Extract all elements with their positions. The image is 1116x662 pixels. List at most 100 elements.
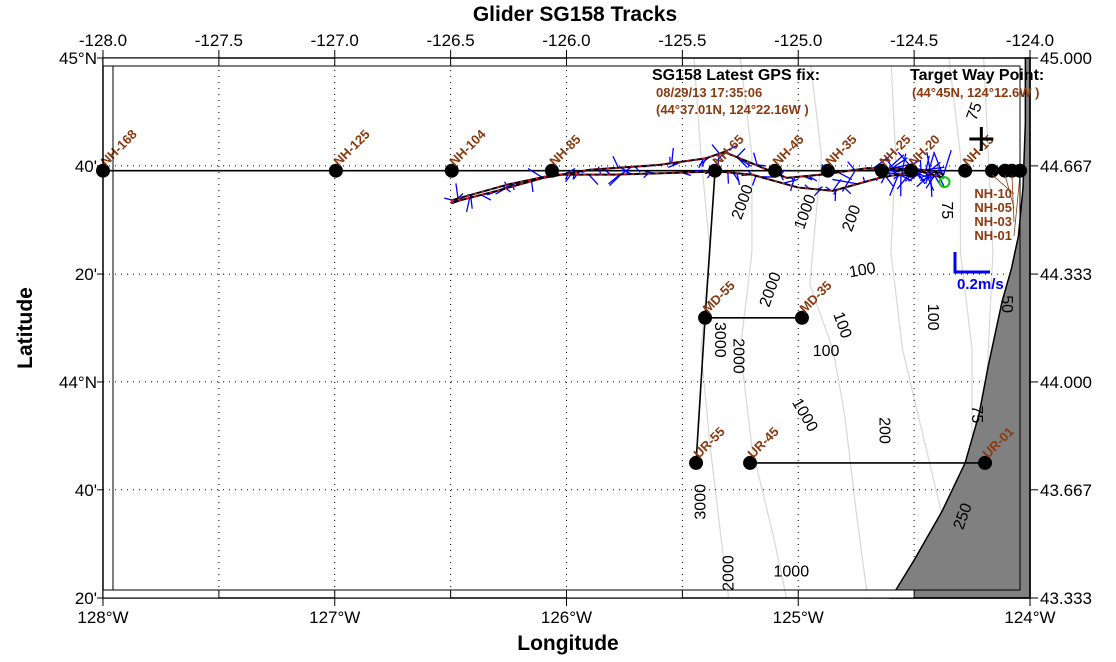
contour-label: 100 bbox=[924, 304, 941, 331]
gps-fix-title: SG158 Latest GPS fix: bbox=[652, 67, 820, 84]
contour-label: 75 bbox=[964, 100, 986, 123]
station-marker bbox=[743, 455, 758, 470]
current-vector bbox=[943, 149, 952, 175]
current-vector bbox=[608, 173, 621, 185]
current-vector bbox=[565, 174, 572, 183]
current-vector bbox=[789, 176, 796, 192]
frame-segment bbox=[334, 589, 452, 599]
current-vector bbox=[711, 144, 720, 154]
current-vector bbox=[887, 154, 905, 170]
station-marker bbox=[978, 455, 993, 470]
station-leader-line bbox=[1011, 174, 1015, 223]
station-marker bbox=[904, 163, 919, 178]
frame-segment bbox=[566, 57, 683, 67]
current-vector bbox=[609, 173, 622, 187]
current-vector bbox=[634, 166, 641, 173]
grid bbox=[103, 58, 1030, 598]
current-vector bbox=[671, 147, 674, 164]
current-vector bbox=[843, 187, 852, 195]
contour-label: 100 bbox=[848, 260, 877, 281]
current-vector bbox=[929, 170, 933, 197]
top-tick-label: -126.0 bbox=[542, 31, 590, 50]
right-tick-label: 43.667 bbox=[1040, 481, 1092, 500]
left-tick-label: 45°N bbox=[59, 49, 97, 68]
current-vector bbox=[753, 152, 758, 166]
current-vector bbox=[782, 178, 799, 184]
contour-label: 200 bbox=[875, 417, 892, 444]
station-marker bbox=[698, 310, 713, 325]
top-tick-label: -125.5 bbox=[658, 31, 706, 50]
station-marker bbox=[874, 163, 889, 178]
current-vector bbox=[885, 157, 895, 170]
current-vector bbox=[926, 152, 931, 172]
contour-label: 75 bbox=[938, 201, 955, 219]
target-waypoint-title: Target Way Point: bbox=[910, 67, 1044, 84]
top-tick-label: -125.0 bbox=[774, 31, 822, 50]
current-vector bbox=[889, 174, 900, 197]
current-vector bbox=[612, 155, 619, 169]
current-vector bbox=[736, 147, 746, 158]
station-marker bbox=[820, 163, 835, 178]
current-vector bbox=[925, 166, 945, 171]
gps-fix-position: (44°37.01N, 124°22.16W ) bbox=[656, 102, 809, 117]
current-vector bbox=[465, 197, 471, 213]
frame-segment bbox=[102, 589, 220, 599]
contour-label: 2000 bbox=[729, 338, 746, 374]
target-waypoint-position: (44°45N, 124°12.6W ) bbox=[912, 85, 1039, 100]
glider-track-return bbox=[450, 168, 945, 202]
station-marker bbox=[958, 163, 973, 178]
current-vector bbox=[727, 172, 730, 184]
current-vector bbox=[751, 175, 757, 186]
contour-line bbox=[693, 57, 730, 600]
current-vector bbox=[588, 174, 599, 186]
frame-segment bbox=[334, 57, 452, 67]
scale-label: 0.2m/s bbox=[957, 276, 1004, 293]
station-label: NH-03 bbox=[974, 214, 1012, 229]
contour-label: 2000 bbox=[720, 555, 737, 591]
left-tick-label: 44°N bbox=[59, 373, 97, 392]
right-tick-label: 44.667 bbox=[1040, 157, 1092, 176]
top-tick-label: -124.5 bbox=[890, 31, 938, 50]
top-tick-label: -127.0 bbox=[311, 31, 359, 50]
bottom-tick-label: 127°W bbox=[309, 608, 360, 627]
station-marker bbox=[794, 310, 809, 325]
current-vector bbox=[925, 155, 930, 170]
contour-label: 3000 bbox=[693, 484, 710, 520]
station-leader-line bbox=[1004, 174, 1015, 209]
contour-line bbox=[809, 57, 869, 600]
chart-title: Glider SG158 Tracks bbox=[473, 3, 677, 26]
current-vector bbox=[901, 153, 907, 170]
current-vector bbox=[780, 169, 786, 176]
station-marker bbox=[328, 163, 343, 178]
current-vector bbox=[933, 151, 944, 175]
left-tick-label: 20' bbox=[75, 265, 97, 284]
current-scale: 0.2m/s bbox=[953, 252, 1004, 293]
station-marker bbox=[544, 163, 559, 178]
station-leader-line bbox=[991, 174, 1015, 195]
left-tick-label: 40' bbox=[75, 481, 97, 500]
glider-position-icon bbox=[938, 176, 951, 189]
station-marker bbox=[984, 163, 999, 178]
current-vector bbox=[847, 161, 856, 171]
current-vector bbox=[813, 189, 821, 197]
current-vector bbox=[597, 166, 602, 175]
station-marker bbox=[444, 163, 459, 178]
top-tick-label: -126.5 bbox=[427, 31, 475, 50]
right-tick-label: 43.333 bbox=[1040, 589, 1092, 608]
left-tick-label: 20' bbox=[75, 589, 97, 608]
bottom-tick-label: 125°W bbox=[773, 608, 824, 627]
station-leader-line bbox=[1013, 174, 1021, 237]
right-tick-label: 44.000 bbox=[1040, 373, 1092, 392]
right-tick-label: 45.000 bbox=[1040, 49, 1092, 68]
contour-label: 1000 bbox=[774, 563, 810, 580]
station-marker bbox=[689, 455, 704, 470]
station-marker bbox=[708, 163, 723, 178]
sampling-line bbox=[704, 170, 716, 318]
current-vector bbox=[572, 172, 576, 180]
contour-label: 3000 bbox=[711, 322, 728, 358]
top-tick-label: -124.0 bbox=[1006, 31, 1054, 50]
current-vector bbox=[455, 183, 459, 199]
left-tick-label: 40' bbox=[75, 157, 97, 176]
target-waypoint-cross-icon bbox=[969, 126, 994, 151]
